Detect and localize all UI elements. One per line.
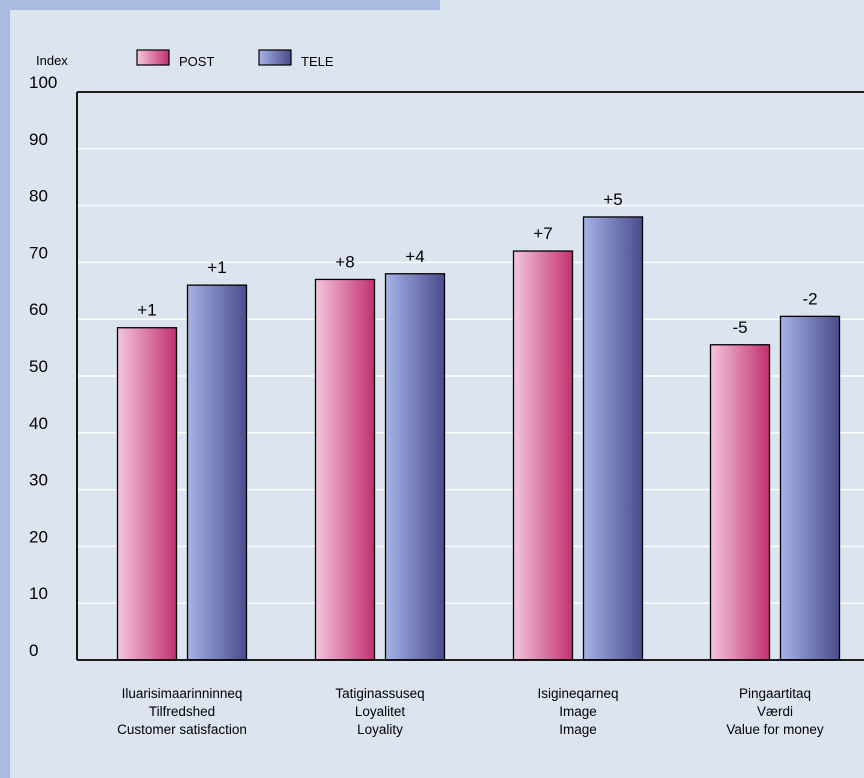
y-tick-label-90: 90	[29, 130, 48, 149]
bar-tele-1	[384, 273, 446, 661]
y-tick-label-70: 70	[29, 243, 48, 262]
y-tick-label-40: 40	[29, 414, 48, 433]
data-label-post-3: -5	[732, 318, 747, 337]
category-label-1-line-2: Loyality	[357, 722, 403, 737]
category-label-2-line-1: Image	[559, 704, 597, 719]
y-tick-label-30: 30	[29, 471, 48, 490]
bar-tele-2	[582, 216, 644, 661]
category-label-3-line-0: Pingaartitaq	[739, 686, 811, 701]
y-tick-label-10: 10	[29, 584, 48, 603]
legend-label-post: POST	[179, 54, 214, 69]
legend: Index POST TELE	[36, 49, 334, 69]
data-label-tele-1: +4	[405, 247, 424, 266]
category-label-0-line-2: Customer satisfaction	[117, 722, 247, 737]
y-axis-ticks: 0 10 20 30 40 50 60 70 80 90 100	[29, 73, 57, 660]
data-labels: +1 +1 +8 +4 +7 +5 -5 -2	[137, 190, 817, 337]
category-labels: Iluarisimaarinninneq Tilfredshed Customer …	[117, 686, 824, 737]
category-label-2-line-2: Image	[559, 722, 597, 737]
bars	[116, 216, 841, 661]
bar-tele-0	[186, 284, 248, 661]
category-label-3-line-2: Value for money	[726, 722, 824, 737]
bar-post-3	[709, 344, 771, 661]
y-tick-label-50: 50	[29, 357, 48, 376]
bar-post-2	[512, 250, 574, 661]
category-label-3-line-1: Værdi	[757, 704, 793, 719]
legend-label-tele: TELE	[301, 54, 334, 69]
y-tick-label-60: 60	[29, 300, 48, 319]
y-tick-label-100: 100	[29, 73, 57, 92]
y-axis-title: Index	[36, 53, 68, 68]
legend-swatch-post	[136, 49, 170, 66]
data-label-post-0: +1	[137, 301, 156, 320]
category-label-2-line-0: Isigineqarneq	[537, 686, 618, 701]
category-label-1-line-1: Loyalitet	[355, 704, 406, 719]
category-label-0-line-1: Tilfredshed	[149, 704, 215, 719]
y-tick-label-0: 0	[29, 641, 38, 660]
data-label-tele-3: -2	[802, 289, 817, 308]
frame-top-strip	[0, 0, 440, 10]
axes	[76, 91, 864, 661]
bar-post-0	[116, 327, 178, 661]
data-label-post-2: +7	[533, 224, 552, 243]
bar-tele-3	[779, 315, 841, 661]
category-label-0-line-0: Iluarisimaarinninneq	[122, 686, 243, 701]
frame-left-strip	[0, 0, 10, 778]
bar-post-1	[314, 278, 376, 661]
y-tick-label-20: 20	[29, 527, 48, 546]
legend-swatch-tele	[258, 49, 292, 66]
y-tick-label-80: 80	[29, 187, 48, 206]
data-label-tele-0: +1	[207, 258, 226, 277]
data-label-post-1: +8	[335, 252, 354, 271]
data-label-tele-2: +5	[603, 190, 622, 209]
category-label-1-line-0: Tatiginassuseq	[335, 686, 424, 701]
